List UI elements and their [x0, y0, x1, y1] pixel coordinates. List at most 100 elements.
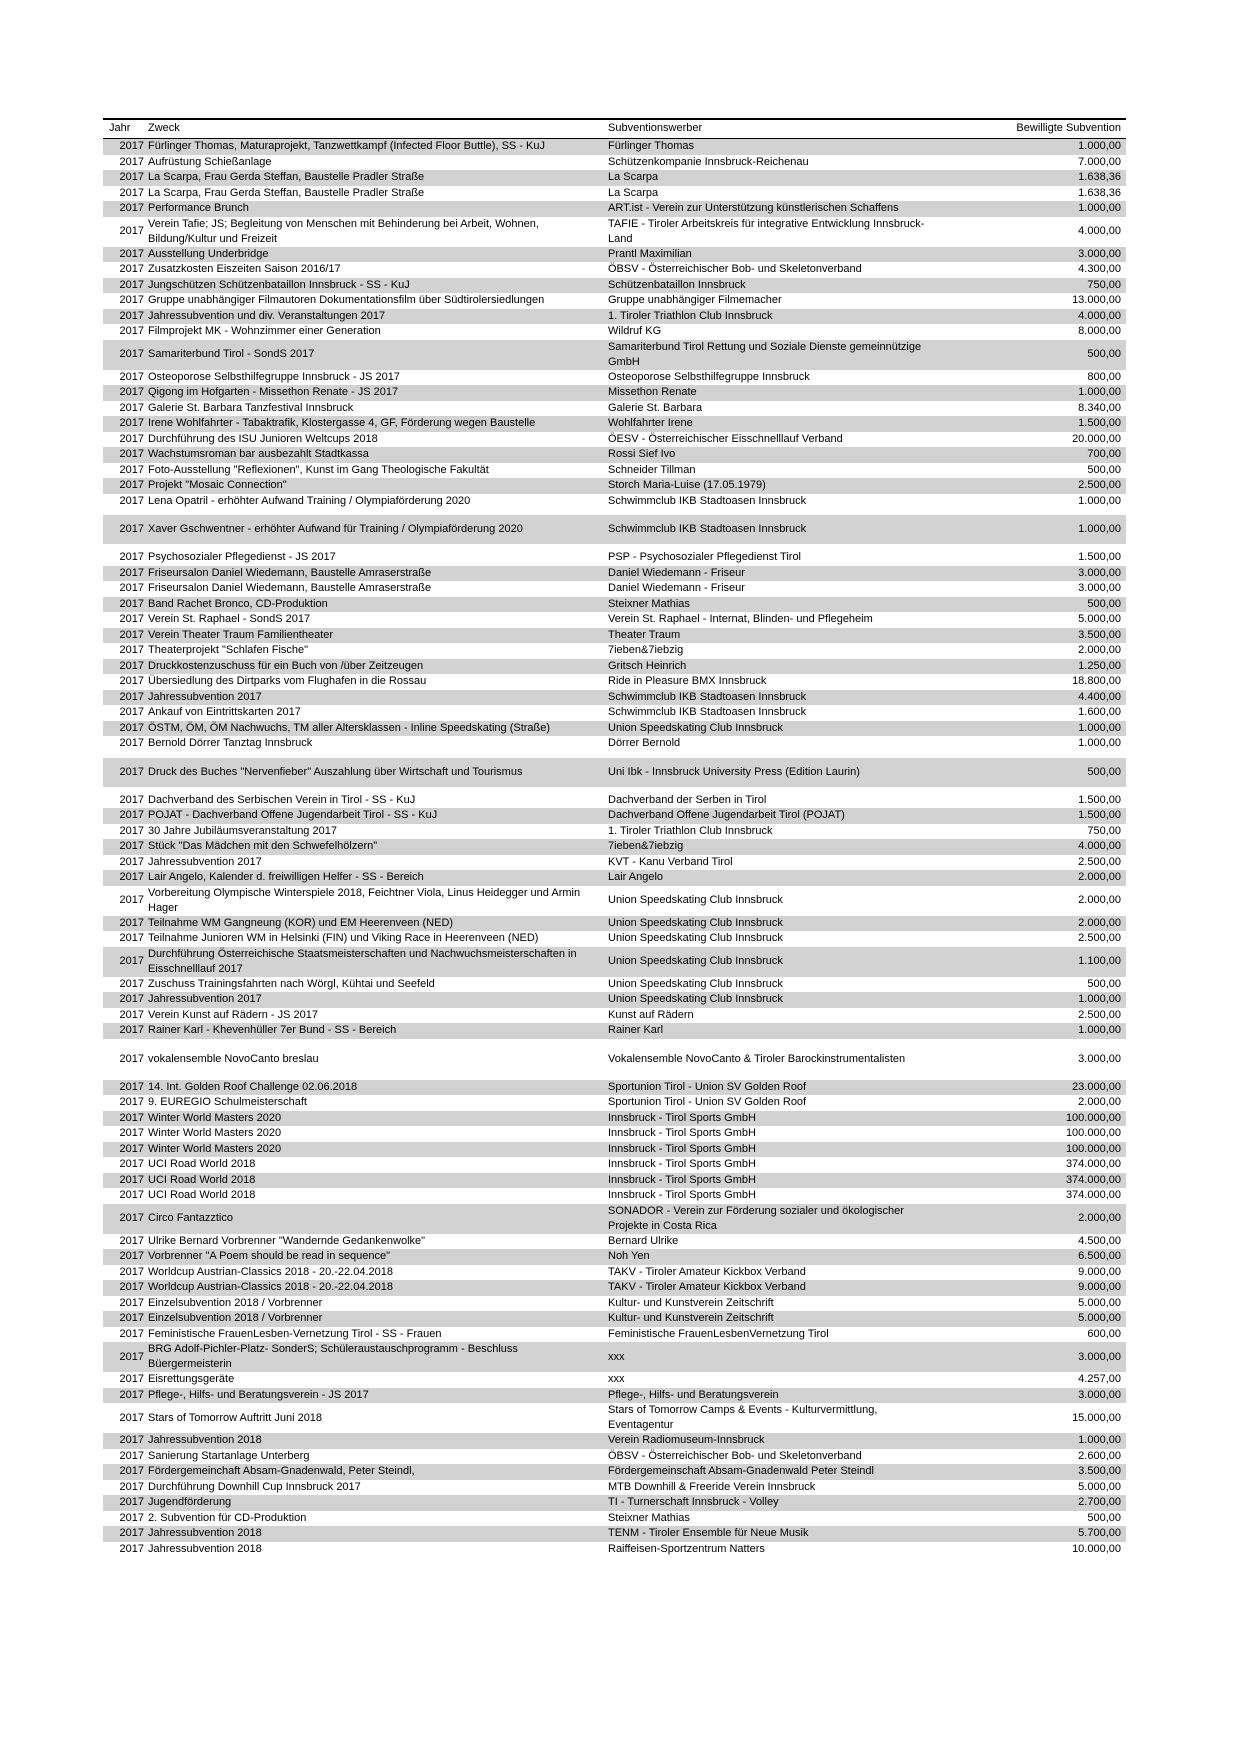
- cell-bewilligte-subvention: 100.000,00: [1065, 1127, 1121, 1140]
- cell-bewilligte-subvention: 4.000,00: [1078, 225, 1121, 237]
- cell-subventionswerber: Schwimmclub IKB Stadtoasen Innsbruck: [608, 690, 807, 703]
- cell-zweck: POJAT - Dachverband Offene Jugendarbeit …: [148, 809, 438, 822]
- cell-subventionswerber: Kultur- und Kunstverein Zeitschrift: [608, 1312, 774, 1325]
- cell-bewilligte-subvention: 374.000,00: [1065, 1173, 1121, 1186]
- cell-subventionswerber: Daniel Wiedemann - Friseur: [608, 566, 745, 579]
- table-row: 2017 Xaver Gschwentner - erhöhter Aufwand…: [103, 515, 1126, 544]
- cell-jahr: 2017: [119, 417, 144, 430]
- table-row: 2017 Performance Brunch ART.ist - Verein z…: [103, 201, 1126, 217]
- cell-zweck: Durchführung Downhill Cup Innsbruck 2017: [148, 1480, 361, 1493]
- cell-zweck: Vorbereitung Olympische Winterspiele 201…: [148, 886, 581, 914]
- cell-subventionswerber: Dachverband der Serben in Tirol: [608, 793, 767, 806]
- table-row: 2017 Zuschuss Trainingsfahrten nach Wörgl…: [103, 977, 1126, 993]
- table-row: 2017 Jugendförderung TI - Turnerschaft Inn…: [103, 1495, 1126, 1511]
- cell-subventionswerber: 1. Tiroler Triathlon Club Innsbruck: [608, 309, 773, 322]
- cell-bewilligte-subvention: 2.500,00: [1078, 855, 1121, 868]
- cell-subventionswerber: Raiffeisen-Sportzentrum Natters: [608, 1542, 765, 1555]
- cell-bewilligte-subvention: 2.600,00: [1078, 1449, 1121, 1462]
- cell-zweck: Verein Tafie; JS; Begleitung von Mensche…: [148, 217, 539, 245]
- table-row: 2017 Psychosozialer Pflegedienst - JS 201…: [103, 550, 1126, 566]
- cell-zweck: Druck des Buches "Nervenfieber" Auszahlu…: [148, 765, 523, 778]
- cell-jahr: 2017: [119, 737, 144, 750]
- cell-subventionswerber: Fördergemeinschaft Absam-Gnadenwald Pete…: [608, 1465, 874, 1478]
- cell-jahr: 2017: [119, 1024, 144, 1037]
- cell-subventionswerber: Lair Angelo: [608, 871, 664, 884]
- cell-bewilligte-subvention: 700,00: [1087, 448, 1121, 461]
- cell-jahr: 2017: [119, 432, 144, 445]
- table-row: 2017 Rainer Karl - Khevenhüller 7er Bund …: [103, 1023, 1126, 1039]
- cell-jahr: 2017: [119, 675, 144, 688]
- cell-zweck: Dachverband des Serbischen Verein in Tir…: [148, 793, 416, 806]
- cell-jahr: 2017: [119, 1350, 144, 1363]
- table-row: 2017 Filmprojekt MK - Wohnzimmer einer Ge…: [103, 324, 1126, 340]
- subsidy-table: Jahr Zweck Subventionswerber Bewilligte …: [103, 118, 1126, 1557]
- table-row: 2017 Durchführung Österreichische Staatsm…: [103, 946, 1126, 977]
- cell-bewilligte-subvention: 3.000,00: [1078, 247, 1121, 260]
- cell-jahr: 2017: [119, 1527, 144, 1540]
- cell-bewilligte-subvention: 3.000,00: [1078, 1052, 1121, 1065]
- cell-jahr: 2017: [119, 1434, 144, 1447]
- cell-jahr: 2017: [119, 793, 144, 806]
- cell-zweck: Jahressubvention 2017: [148, 855, 262, 868]
- table-row: 2017 2. Subvention für CD-Produktion Steix…: [103, 1511, 1126, 1527]
- table-row: 2017 Durchführung des ISU Junioren Weltcu…: [103, 432, 1126, 448]
- cell-bewilligte-subvention: 8.340,00: [1078, 401, 1121, 414]
- cell-jahr: 2017: [119, 1111, 144, 1124]
- cell-jahr: 2017: [119, 1296, 144, 1309]
- cell-zweck: Übersiedlung des Dirtparks vom Flughafen…: [148, 675, 427, 688]
- cell-bewilligte-subvention: 2.500,00: [1078, 1008, 1121, 1021]
- cell-subventionswerber: ÖBSV - Österreichischer Bob- und Skeleto…: [608, 1449, 862, 1462]
- cell-jahr: 2017: [119, 993, 144, 1006]
- cell-zweck: Teilnahme WM Gangneung (KOR) und EM Heer…: [148, 916, 454, 929]
- cell-zweck: Durchführung des ISU Junioren Weltcups 2…: [148, 432, 378, 445]
- cell-jahr: 2017: [119, 613, 144, 626]
- cell-bewilligte-subvention: 3.500,00: [1078, 1465, 1121, 1478]
- cell-jahr: 2017: [119, 494, 144, 507]
- cell-jahr: 2017: [119, 348, 144, 360]
- cell-bewilligte-subvention: 4.000,00: [1078, 840, 1121, 853]
- table-row: 2017 Einzelsubvention 2018 / Vorbrenner Ku…: [103, 1311, 1126, 1327]
- cell-zweck: 14. Int. Golden Roof Challenge 02.06.201…: [148, 1080, 358, 1093]
- cell-bewilligte-subvention: 3.000,00: [1078, 1350, 1121, 1363]
- cell-jahr: 2017: [119, 1142, 144, 1155]
- table-row: 2017 Feministische FrauenLesben-Vernetzun…: [103, 1327, 1126, 1343]
- cell-subventionswerber: Daniel Wiedemann - Friseur: [608, 582, 745, 595]
- cell-bewilligte-subvention: 3.000,00: [1078, 582, 1121, 595]
- cell-jahr: 2017: [119, 263, 144, 276]
- table-row: 2017 9. EUREGIO Schulmeisterschaft Sportun…: [103, 1095, 1126, 1111]
- cell-jahr: 2017: [119, 370, 144, 383]
- cell-subventionswerber: Verein Radiomuseum-Innsbruck: [608, 1434, 765, 1447]
- cell-subventionswerber: Sportunion Tirol - Union SV Golden Roof: [608, 1080, 807, 1093]
- table-row: 2017 Jahressubvention 2018 Raiffeisen-Spor…: [103, 1542, 1126, 1558]
- cell-jahr: 2017: [119, 824, 144, 837]
- table-row: 2017 Band Rachet Bronco, CD-Produktion Ste…: [103, 596, 1126, 612]
- cell-jahr: 2017: [119, 140, 144, 153]
- cell-zweck: Verein Kunst auf Rädern - JS 2017: [148, 1008, 318, 1021]
- cell-jahr: 2017: [119, 551, 144, 564]
- cell-jahr: 2017: [119, 1542, 144, 1555]
- cell-jahr: 2017: [119, 1281, 144, 1294]
- cell-subventionswerber: 7ieben&7iebzig: [608, 644, 684, 657]
- table-row: 2017 Vorbrenner "A Poem should be read in…: [103, 1249, 1126, 1265]
- cell-subventionswerber: ÖBSV - Österreichischer Bob- und Skeleto…: [608, 263, 862, 276]
- cell-bewilligte-subvention: 4.000,00: [1078, 309, 1121, 322]
- table-row: 2017 Jahressubvention 2018 Verein Radiomus…: [103, 1433, 1126, 1449]
- cell-jahr: 2017: [119, 1388, 144, 1401]
- cell-zweck: Durchführung Österreichische Staatsmeist…: [148, 947, 577, 975]
- cell-subventionswerber: Fürlinger Thomas: [608, 140, 694, 153]
- cell-zweck: Osteoporose Selbsthilfegruppe Innsbruck …: [148, 370, 400, 383]
- cell-bewilligte-subvention: 1.000,00: [1078, 494, 1121, 507]
- cell-bewilligte-subvention: 1.000,00: [1078, 737, 1121, 750]
- cell-zweck: Winter World Masters 2020: [148, 1127, 282, 1140]
- cell-jahr: 2017: [119, 1080, 144, 1093]
- cell-zweck: Eisrettungsgeräte: [148, 1373, 235, 1386]
- table-row: 2017 Fürlinger Thomas, Maturaprojekt, Tan…: [103, 139, 1126, 155]
- cell-zweck: Jahressubvention 2017: [148, 690, 262, 703]
- table-row: 2017 Ankauf von Eintrittskarten 2017 Schwi…: [103, 705, 1126, 721]
- cell-zweck: Druckkostenzuschuss für ein Buch von /üb…: [148, 659, 424, 672]
- table-row: 2017 Worldcup Austrian-Classics 2018 - 20…: [103, 1280, 1126, 1296]
- table-row: 2017 Dachverband des Serbischen Verein in…: [103, 793, 1126, 809]
- cell-bewilligte-subvention: 10.000,00: [1072, 1542, 1121, 1555]
- cell-jahr: 2017: [119, 1480, 144, 1493]
- cell-jahr: 2017: [119, 278, 144, 291]
